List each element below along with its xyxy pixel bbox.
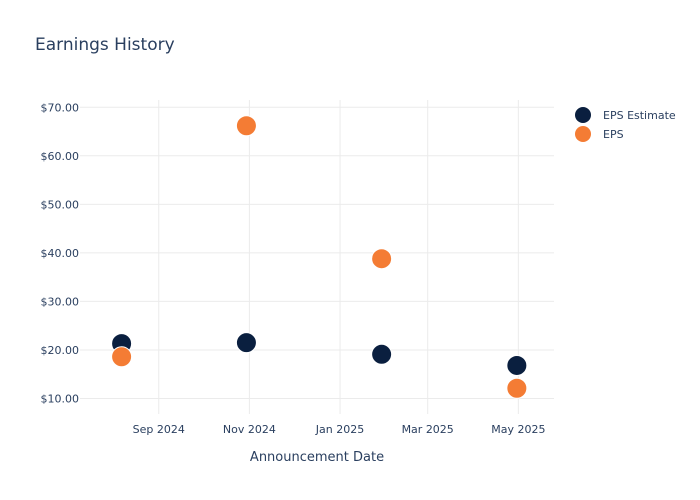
x-tick-label: Mar 2025 <box>402 423 454 436</box>
data-point[interactable] <box>507 355 527 375</box>
legend-marker <box>575 126 591 142</box>
data-point[interactable] <box>507 378 527 398</box>
data-point[interactable] <box>372 344 392 364</box>
data-point[interactable] <box>112 347 132 367</box>
series-1 <box>112 116 527 399</box>
y-tick-label: $70.00 <box>41 101 80 114</box>
legend-item[interactable]: EPS Estimate <box>575 107 676 123</box>
data-point[interactable] <box>372 249 392 269</box>
y-tick-label: $50.00 <box>41 198 80 211</box>
y-tick-label: $20.00 <box>41 344 80 357</box>
legend-label: EPS <box>603 128 624 141</box>
x-tick-label: Sep 2024 <box>133 423 185 436</box>
x-tick-label: Jan 2025 <box>315 423 364 436</box>
data-points <box>112 116 527 399</box>
y-tick-labels: $10.00 $20.00 $30.00 $40.00 $50.00 $60.00 $70.… <box>41 101 80 405</box>
legend-marker <box>575 107 591 123</box>
grid-layer <box>80 100 554 414</box>
x-tick-label: Nov 2024 <box>223 423 276 436</box>
y-tick-label: $40.00 <box>41 247 80 260</box>
legend-label: EPS Estimate <box>603 109 676 122</box>
legend-item[interactable]: EPS <box>575 126 624 142</box>
x-tick-label: May 2025 <box>491 423 545 436</box>
y-tick-label: $30.00 <box>41 295 80 308</box>
x-axis-title: Announcement Date <box>250 450 384 465</box>
y-tick-label: $10.00 <box>41 392 80 405</box>
series-0 <box>112 333 527 376</box>
x-tick-labels: Sep 2024 Nov 2024 Jan 2025 Mar 2025 May 2025 <box>133 423 546 436</box>
data-point[interactable] <box>236 116 256 136</box>
y-tick-label: $60.00 <box>41 150 80 163</box>
chart-title: Earnings History <box>35 35 175 55</box>
data-point[interactable] <box>236 333 256 353</box>
legend[interactable]: EPS Estimate EPS <box>575 107 676 142</box>
